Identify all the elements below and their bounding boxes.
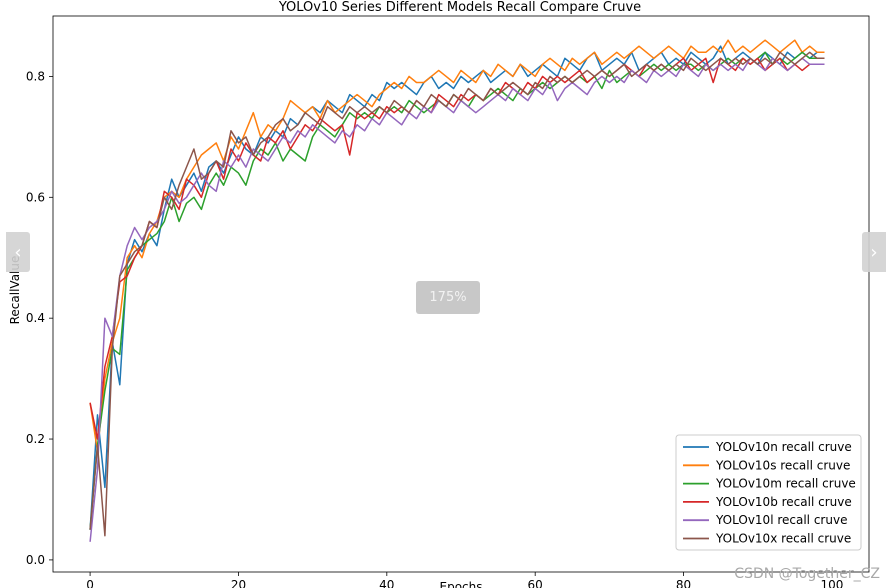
previous-image-button[interactable]: ‹ (6, 232, 30, 272)
legend-entry: YOLOv10b recall cruve (715, 495, 852, 509)
y-tick-label: 0.0 (26, 553, 45, 567)
legend-entry: YOLOv10s recall cruve (715, 458, 850, 472)
x-tick-label: 20 (231, 578, 246, 588)
x-tick-label: 80 (676, 578, 691, 588)
plot-frame (52, 15, 870, 573)
y-axis-label: RecallValue (8, 256, 22, 325)
chevron-right-icon: › (870, 241, 878, 263)
legend-entry: YOLOv10l recall cruve (715, 513, 847, 527)
next-image-button[interactable]: › (862, 232, 886, 272)
legend-entry: YOLOv10m recall cruve (715, 477, 856, 491)
chart-legend: YOLOv10n recall cruve YOLOv10s recall cru… (675, 434, 862, 551)
x-tick-label: 100 (820, 578, 843, 588)
series-line (89, 57, 825, 440)
x-tick-label: 0 (86, 578, 94, 588)
legend-box (675, 434, 862, 551)
y-tick-label: 0.8 (26, 69, 45, 83)
legend-entry: YOLOv10x recall cruve (715, 532, 851, 546)
y-axis-ticks: 0.0 0.2 0.4 0.6 0.8 (26, 69, 53, 567)
zoom-level-badge: 175% (416, 281, 480, 314)
series-line (89, 51, 825, 537)
legend-entry: YOLOv10n recall cruve (715, 440, 852, 454)
y-tick-label: 0.4 (26, 311, 45, 325)
y-tick-label: 0.2 (26, 432, 45, 446)
series-line (89, 39, 825, 452)
x-axis-label: Epochs (440, 580, 483, 588)
x-tick-label: 60 (528, 578, 543, 588)
y-tick-label: 0.6 (26, 190, 45, 204)
x-tick-label: 40 (379, 578, 394, 588)
x-axis-ticks: 0 20 40 60 80 100 (86, 572, 843, 588)
chevron-left-icon: ‹ (14, 241, 22, 263)
series-lines (89, 39, 825, 542)
watermark: CSDN @Together_CZ (734, 566, 880, 582)
series-line (89, 57, 825, 542)
chart-title: YOLOv10 Series Different Models Recall C… (278, 0, 641, 15)
